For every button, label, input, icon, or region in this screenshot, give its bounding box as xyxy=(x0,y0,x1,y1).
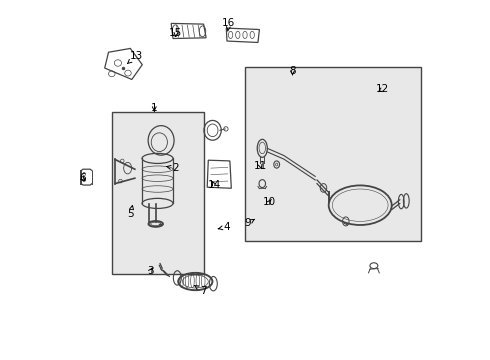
Text: 15: 15 xyxy=(169,28,182,38)
Text: 6: 6 xyxy=(79,173,86,183)
Text: 5: 5 xyxy=(127,206,134,219)
Text: 7: 7 xyxy=(195,285,207,296)
Text: 3: 3 xyxy=(147,266,154,276)
Text: 2: 2 xyxy=(167,163,179,174)
Text: 13: 13 xyxy=(127,51,143,64)
Bar xyxy=(245,67,421,241)
Text: 1: 1 xyxy=(151,103,158,113)
Text: 9: 9 xyxy=(245,218,254,228)
Bar xyxy=(112,112,204,274)
Text: 10: 10 xyxy=(263,197,276,207)
Text: 14: 14 xyxy=(208,180,221,190)
Text: 12: 12 xyxy=(376,84,389,94)
Text: 4: 4 xyxy=(218,222,230,232)
Text: 16: 16 xyxy=(222,18,235,31)
Bar xyxy=(141,142,175,205)
Text: 11: 11 xyxy=(254,161,267,171)
Text: 8: 8 xyxy=(289,66,296,76)
